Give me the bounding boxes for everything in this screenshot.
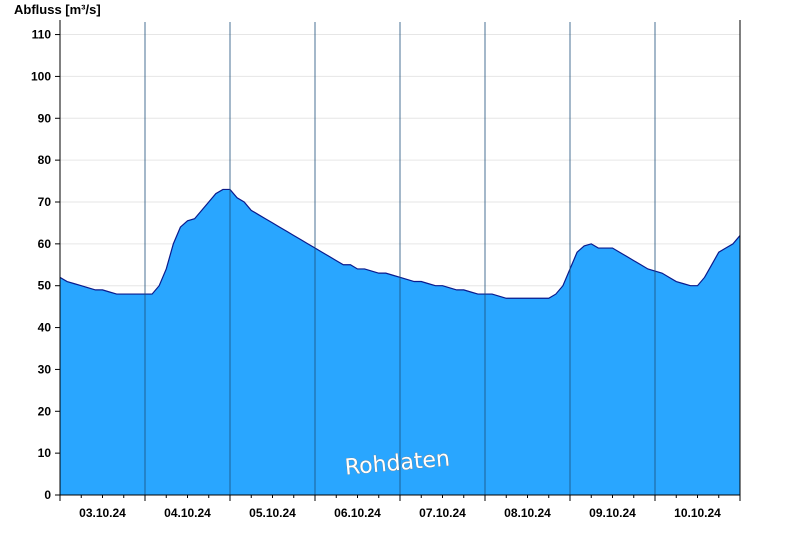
y-tick-label: 20 xyxy=(38,404,52,418)
y-tick-labels: 0 10 20 30 40 50 60 70 80 90 100 110 xyxy=(31,28,60,502)
x-tick-label: 09.10.24 xyxy=(589,506,636,520)
y-tick-label: 0 xyxy=(44,488,51,502)
y-tick-label: 40 xyxy=(38,321,52,335)
y-tick-label: 50 xyxy=(38,279,52,293)
y-tick-label: 30 xyxy=(38,362,52,376)
y-tick-label: 90 xyxy=(38,111,52,125)
y-axis-label: Abfluss [m³/s] xyxy=(14,2,101,17)
x-tick-label: 05.10.24 xyxy=(249,506,296,520)
x-tick-label: 07.10.24 xyxy=(419,506,466,520)
x-tick-label: 08.10.24 xyxy=(504,506,551,520)
y-tick-label: 110 xyxy=(32,28,52,42)
day-separator-lines xyxy=(144,22,656,495)
y-tick-label: 70 xyxy=(38,195,52,209)
y-tick-label: 60 xyxy=(38,237,52,251)
x-tick-label: 06.10.24 xyxy=(334,506,381,520)
y-tick-label: 80 xyxy=(38,153,52,167)
x-tick-label: 04.10.24 xyxy=(164,506,211,520)
x-tick-label: 03.10.24 xyxy=(79,506,126,520)
x-tick-label: 10.10.24 xyxy=(674,506,721,520)
y-tick-label: 100 xyxy=(31,69,51,83)
y-tick-label: 10 xyxy=(38,446,52,460)
x-tick-labels: 03.10.24 04.10.24 05.10.24 06.10.24 07.10.24… xyxy=(59,495,741,520)
